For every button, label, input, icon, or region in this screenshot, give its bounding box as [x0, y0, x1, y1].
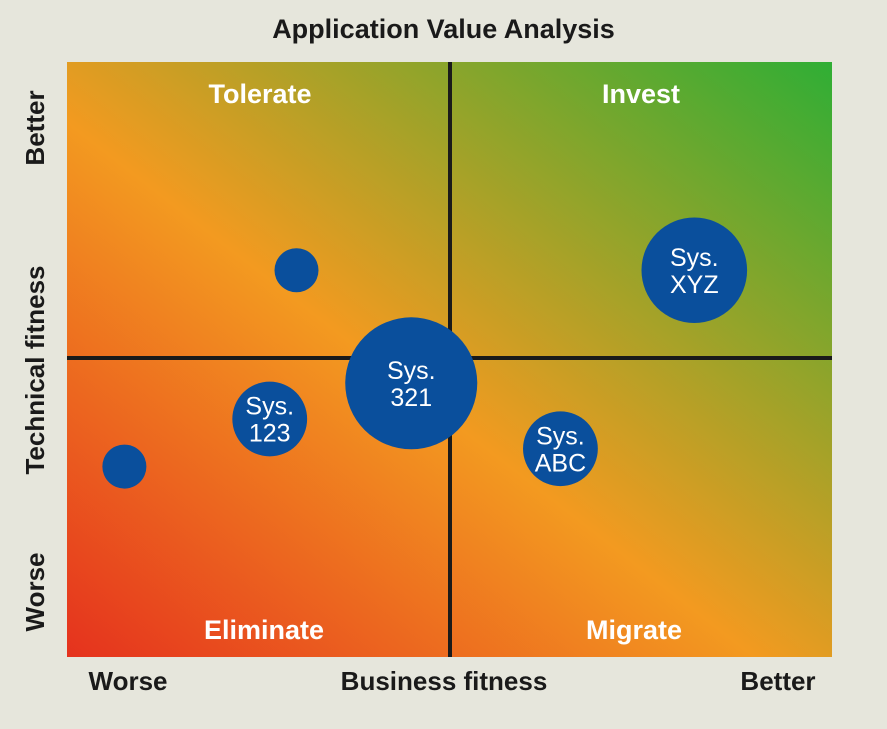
bubble-label-line: 123: [249, 420, 291, 448]
y-axis-high-label: Better: [20, 90, 50, 165]
y-axis-low-label: Worse: [20, 553, 50, 632]
quadrant-label-eliminate: Eliminate: [204, 615, 324, 645]
bubble-label-line: XYZ: [670, 271, 719, 299]
bubble-label: Sys. ABC: [535, 422, 586, 477]
bubble-label-line: Sys.: [536, 422, 585, 450]
bubble-label-line: Sys.: [245, 393, 294, 421]
bubble-point: [102, 444, 147, 489]
x-axis-high-label: Better: [740, 666, 815, 696]
quadrant-label-tolerate: Tolerate: [208, 79, 311, 109]
bubble-label: Sys. 123: [245, 393, 294, 448]
x-axis-title: Business fitness: [341, 666, 548, 696]
bubble-label: Sys. XYZ: [670, 244, 719, 299]
bubble-point: [232, 381, 308, 457]
bubble-point: [523, 411, 598, 487]
chart-title: Application Value Analysis: [272, 14, 615, 44]
bubble-label-line: ABC: [535, 449, 586, 477]
y-axis-title: Technical fitness: [20, 265, 50, 474]
bubble-label-line: Sys.: [670, 244, 719, 272]
x-axis-low-label: Worse: [89, 666, 168, 696]
bubble-point: [345, 317, 478, 450]
bubble-label: Sys. 321: [387, 357, 436, 412]
bubble-label-line: 321: [390, 384, 432, 412]
quadrant-label-invest: Invest: [602, 79, 680, 109]
bubble-point: [274, 248, 319, 293]
quadrant-label-migrate: Migrate: [586, 615, 682, 645]
bubble-label-line: Sys.: [387, 357, 436, 385]
bubble-point: [641, 217, 748, 324]
